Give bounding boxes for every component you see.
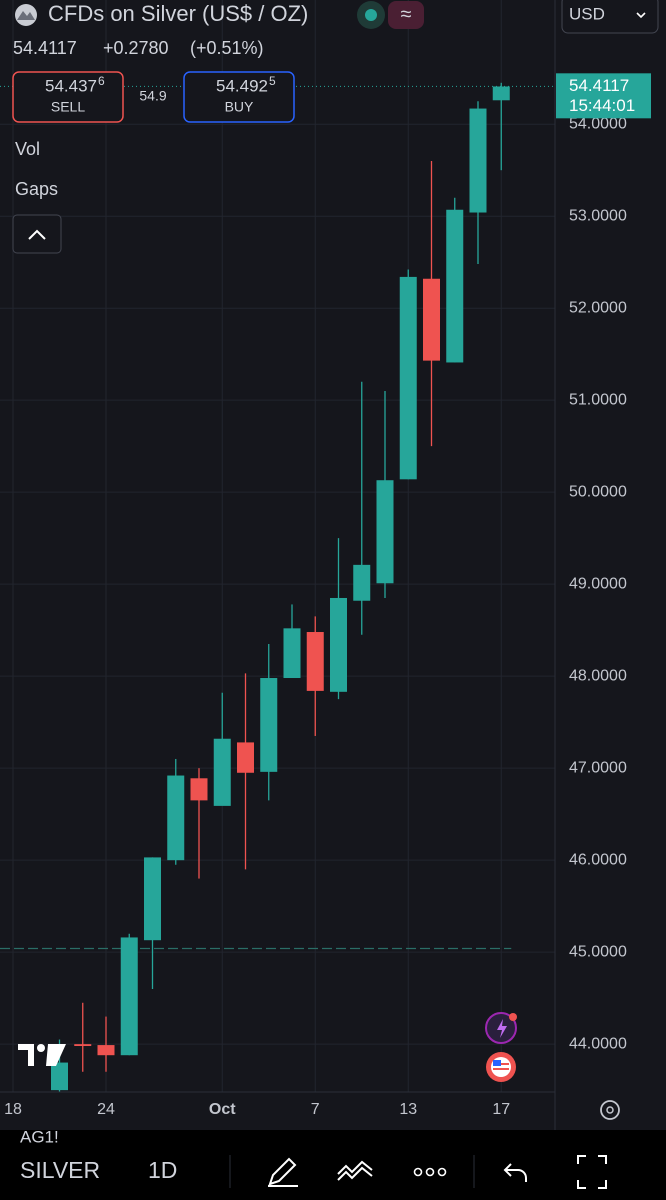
x-tick-label: 13	[399, 1101, 417, 1118]
buy-price: 54.492	[216, 76, 268, 95]
toolbar-interval[interactable]: 1D	[148, 1157, 177, 1183]
market-status-dot	[365, 9, 377, 21]
dot	[437, 1167, 447, 1177]
alerts-bolt	[497, 1019, 507, 1038]
indicator[interactable]: Vol	[15, 139, 40, 159]
last-price: 54.4117	[13, 38, 77, 58]
settings-icon[interactable]	[600, 1100, 620, 1120]
candle-body	[399, 276, 417, 480]
x-tick-label: Oct	[209, 1101, 236, 1118]
candle-body	[492, 86, 510, 101]
y-tick-label: 45.0000	[569, 943, 627, 960]
y-tick-label: 49.0000	[569, 575, 627, 592]
sell-button[interactable]	[12, 71, 124, 123]
y-tick-label: 54.0000	[569, 115, 627, 132]
x-tick-label: 7	[311, 1101, 320, 1118]
sell-price: 54.437	[45, 76, 97, 95]
x-tick-label: 17	[492, 1101, 510, 1118]
y-tick-label: 50.0000	[569, 483, 627, 500]
y-tick-label: 52.0000	[569, 299, 627, 316]
y-tick-label: 44.0000	[569, 1035, 627, 1052]
draw-icon[interactable]	[268, 1157, 298, 1187]
spread: 54.9	[139, 88, 166, 104]
toolbar-symbol[interactable]: SILVER	[20, 1157, 100, 1183]
toolbar	[0, 1130, 666, 1200]
candle-body	[283, 628, 301, 679]
delay-icon: ≈	[401, 3, 412, 25]
dot	[425, 1167, 435, 1177]
buy-label: BUY	[225, 99, 254, 115]
plot	[0, 82, 512, 1092]
axes: 44.0000 45.0000 46.0000 47.0000 48.0000 49.00…	[4, 73, 651, 1118]
symbol-icon-mark	[17, 11, 35, 20]
logo-part	[37, 1044, 45, 1052]
buy-price-sup: 5	[269, 74, 276, 88]
last-price-label: 54.4117	[569, 76, 629, 95]
indicators-icon[interactable]	[337, 1160, 373, 1181]
logo-part	[18, 1044, 34, 1066]
tradingview-logo[interactable]	[18, 1044, 66, 1066]
candle-body	[469, 108, 487, 213]
candle-body	[74, 1044, 92, 1047]
indicator[interactable]: Gaps	[15, 179, 58, 199]
x-tick-label: 18	[4, 1101, 22, 1118]
currency: USD	[569, 4, 605, 23]
logo-part	[46, 1044, 66, 1066]
candle-body	[237, 742, 254, 773]
fullscreen-icon[interactable]	[577, 1155, 607, 1189]
y-tick-label: 46.0000	[569, 851, 627, 868]
delay-badge[interactable]	[388, 1, 424, 29]
candle-body	[446, 209, 464, 363]
change: +0.2780	[103, 38, 169, 58]
last-time-label: 15:44:01	[569, 96, 635, 115]
symbol-title[interactable]: CFDs on Silver (US$ / OZ)	[48, 1, 308, 26]
buy-button[interactable]	[183, 71, 295, 123]
more-icon[interactable]	[413, 1167, 447, 1177]
candle-body	[376, 480, 394, 584]
flag-stripe	[493, 1068, 509, 1070]
y-tick-label: 51.0000	[569, 391, 627, 408]
sell-price-sup: 6	[98, 74, 105, 88]
undo-icon[interactable]	[503, 1163, 527, 1182]
candle-body	[167, 775, 185, 861]
settings-icon-center	[606, 1106, 614, 1114]
y-tick-label: 48.0000	[569, 667, 627, 684]
x-tick-label: 24	[97, 1101, 115, 1118]
candle-body	[353, 564, 371, 601]
candle-body	[97, 1045, 115, 1056]
currency-select[interactable]	[561, 0, 659, 34]
candle-body	[330, 597, 347, 692]
candle-body	[144, 857, 161, 941]
candle-body	[120, 937, 138, 1056]
candle-body	[260, 678, 278, 772]
alerts-badge	[509, 1013, 517, 1021]
change-percent: (+0.51%)	[190, 38, 264, 58]
watermark: AG1!	[20, 1127, 59, 1146]
flag-canton	[493, 1060, 501, 1066]
currency-chevron	[636, 12, 646, 19]
last-price-box	[556, 73, 651, 119]
collapse-icon	[28, 229, 46, 240]
candle-body	[190, 778, 208, 801]
y-tick-label: 47.0000	[569, 759, 627, 776]
dot	[413, 1167, 423, 1177]
candle-body	[51, 1062, 68, 1091]
candle-body	[423, 278, 440, 361]
sell-label: SELL	[51, 99, 85, 115]
collapse-button[interactable]	[12, 214, 62, 254]
candle-body	[306, 632, 324, 691]
y-tick-label: 53.0000	[569, 207, 627, 224]
candle-body	[213, 738, 231, 806]
